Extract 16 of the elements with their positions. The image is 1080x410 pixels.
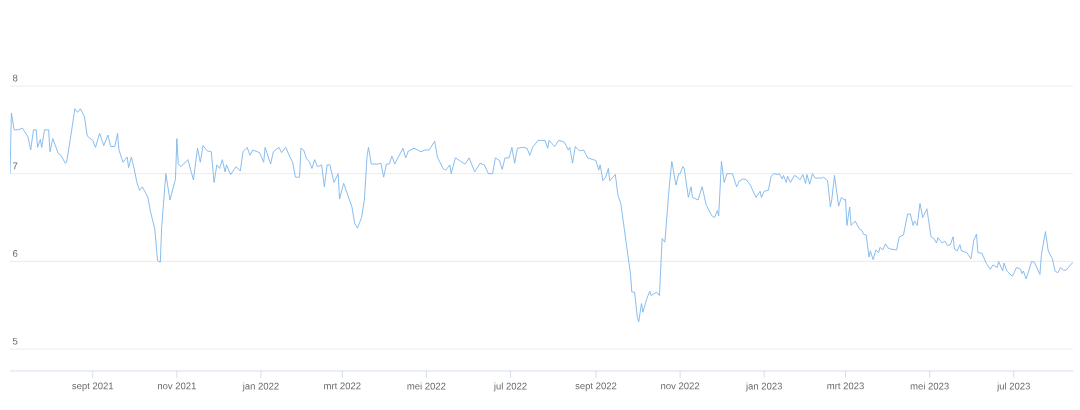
x-tick-label: mrt 2022 <box>324 382 361 390</box>
x-tick-label: sept 2021 <box>72 382 114 392</box>
x-tick-label: mrt 2023 <box>827 382 864 390</box>
y-tick-label: 8 <box>12 74 18 82</box>
x-tick-label: mei 2023 <box>910 382 949 390</box>
x-tick-label: jan 2022 <box>242 382 279 392</box>
x-tick-label: nov 2022 <box>661 382 700 390</box>
x-tick-label: jul 2023 <box>996 382 1030 392</box>
y-tick-label: 7 <box>13 162 18 170</box>
y-tick-label: 6 <box>13 250 18 257</box>
x-tick-label: sept 2022 <box>575 382 617 392</box>
x-tick-label: nov 2021 <box>157 382 196 390</box>
y-tick-label: 5 <box>12 337 18 345</box>
x-tick-label: jan 2023 <box>745 382 782 392</box>
x-tick-label: mei 2022 <box>407 382 446 390</box>
x-tick-label: jul 2022 <box>493 382 527 392</box>
